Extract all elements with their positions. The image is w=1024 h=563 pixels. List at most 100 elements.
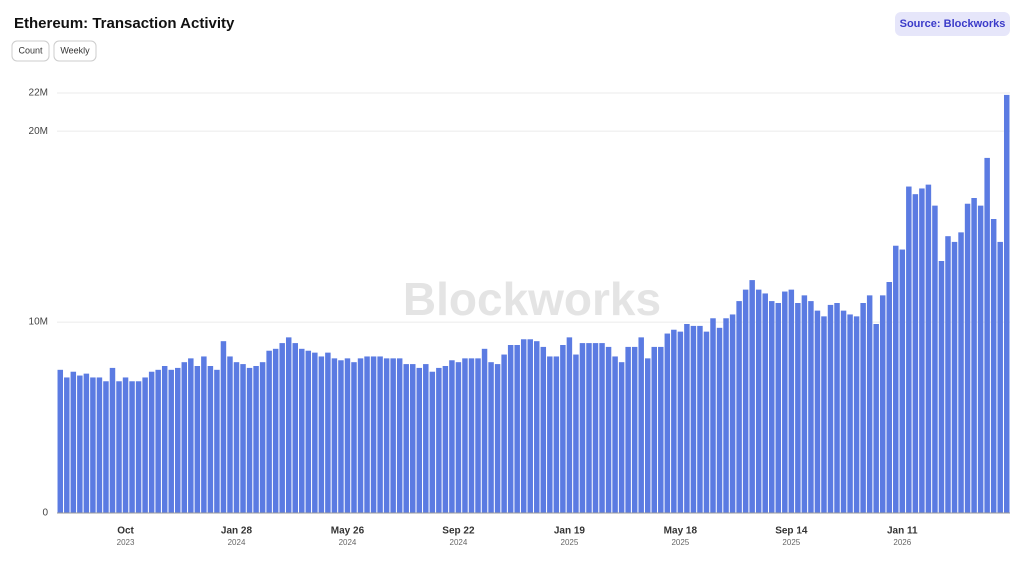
bar	[455, 362, 462, 513]
bar	[488, 362, 494, 513]
bar	[553, 356, 560, 513]
bar	[410, 364, 416, 513]
bar	[253, 366, 259, 513]
bar	[788, 289, 795, 513]
bar	[462, 358, 468, 513]
bar	[188, 358, 194, 513]
bar	[161, 366, 168, 513]
bar	[285, 337, 292, 513]
bar	[951, 241, 958, 513]
bar	[227, 356, 233, 513]
x-tick-year: 2025	[561, 538, 579, 547]
bar	[403, 364, 409, 513]
bar	[625, 346, 631, 513]
x-tick-label: Oct	[117, 526, 134, 537]
bar	[638, 337, 644, 513]
bar	[181, 362, 188, 513]
bar	[742, 289, 749, 513]
bar	[390, 358, 396, 513]
bar	[194, 366, 201, 513]
bar	[605, 346, 612, 513]
bar	[919, 188, 925, 514]
bar	[690, 325, 697, 513]
bar	[318, 356, 325, 513]
bar	[749, 280, 755, 513]
bar	[292, 343, 298, 513]
bar	[475, 358, 481, 513]
bar	[769, 301, 775, 513]
bar	[873, 324, 879, 513]
bar	[299, 348, 305, 513]
bar	[305, 350, 312, 513]
bar	[416, 367, 423, 513]
bar	[860, 303, 866, 513]
bar	[429, 371, 436, 513]
count-button[interactable]	[11, 40, 50, 62]
bar	[201, 356, 207, 513]
bar	[442, 366, 449, 513]
bar	[64, 377, 70, 513]
bar	[703, 331, 710, 513]
bar	[821, 316, 827, 513]
bar	[207, 366, 214, 513]
x-tick-year: 2025	[671, 538, 689, 547]
x-tick-year: 2023	[117, 538, 135, 547]
bar	[116, 381, 122, 513]
bar	[853, 316, 860, 513]
bar	[664, 333, 671, 513]
x-tick-label: May 18	[664, 526, 698, 537]
bar	[142, 377, 148, 513]
bar	[658, 346, 664, 513]
x-tick-year: 2024	[339, 538, 357, 547]
bar	[109, 367, 116, 513]
bar	[899, 249, 906, 513]
bar	[775, 303, 782, 513]
bar	[997, 241, 1003, 513]
bar	[827, 304, 834, 513]
bar	[599, 343, 605, 513]
bar	[840, 310, 847, 513]
bar	[984, 157, 990, 513]
bar	[893, 245, 899, 513]
bar	[671, 329, 677, 513]
bar	[501, 354, 507, 513]
bar	[723, 318, 729, 513]
bar	[801, 295, 808, 513]
bar	[592, 343, 599, 513]
y-tick-label: 0	[42, 508, 48, 519]
bar	[57, 369, 64, 513]
chart-title: Ethereum: Transaction Activity	[14, 15, 235, 32]
x-tick-label: Sep 22	[442, 526, 475, 537]
bar	[175, 367, 181, 513]
weekly-button-label[interactable]: Weekly	[60, 45, 90, 55]
bar	[70, 371, 77, 513]
bar	[233, 362, 240, 513]
bar	[266, 350, 272, 513]
x-tick-year: 2026	[893, 538, 911, 547]
bar	[579, 343, 586, 513]
bar	[370, 356, 377, 513]
bar	[651, 346, 657, 513]
bar	[677, 331, 684, 513]
y-tick-label: 10M	[29, 317, 48, 328]
weekly-button[interactable]	[53, 40, 97, 62]
bar	[481, 348, 488, 513]
bar	[423, 364, 429, 513]
x-tick-label: Jan 28	[221, 526, 253, 537]
bar	[755, 289, 762, 513]
bar	[573, 354, 579, 513]
bar	[925, 184, 932, 514]
x-tick-year: 2025	[782, 538, 800, 547]
bar	[906, 186, 912, 513]
source-label: Source: Blockworks	[900, 18, 1006, 30]
bar	[90, 377, 96, 513]
bar	[494, 364, 501, 513]
bar	[547, 356, 553, 513]
bar	[886, 282, 892, 513]
bar	[612, 356, 618, 513]
bar	[684, 324, 690, 513]
count-button-label[interactable]: Count	[18, 45, 43, 55]
bar	[312, 352, 318, 513]
x-tick-label: Sep 14	[775, 526, 808, 537]
bar	[716, 327, 723, 513]
